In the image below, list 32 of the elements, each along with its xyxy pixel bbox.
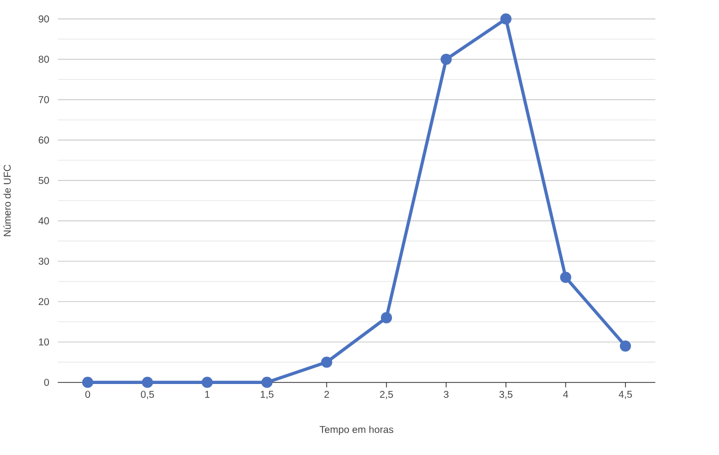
x-tick-label: 0	[85, 390, 90, 398]
y-tick-label: 0	[44, 378, 49, 386]
y-axis-title: Número de UFC	[3, 164, 11, 236]
x-tick-label: 3,5	[499, 390, 512, 400]
y-tick-label: 60	[38, 136, 49, 144]
y-tick-label: 80	[38, 56, 49, 63]
point	[82, 376, 94, 388]
y-tick-label: 70	[38, 96, 49, 104]
point	[560, 272, 572, 283]
point	[142, 376, 154, 388]
point	[380, 312, 392, 324]
point	[500, 13, 512, 24]
x-tick-label: 2,5	[380, 390, 393, 400]
point	[620, 340, 631, 352]
x-tick-label: 0,5	[140, 390, 154, 400]
point	[440, 54, 452, 65]
y-tick-label: 30	[38, 258, 49, 265]
x-tick-label: 3	[444, 390, 449, 398]
point	[261, 376, 273, 388]
x-tick-label: 1	[205, 390, 210, 398]
y-tick-label: 40	[38, 217, 49, 224]
y-tick-label: 20	[38, 298, 49, 306]
x-tick-label: 4,5	[618, 390, 632, 399]
y-tick-label: 90	[38, 15, 49, 22]
x-tick-label: 2	[324, 390, 329, 398]
y-tick-label: 50	[38, 176, 49, 184]
point	[321, 356, 332, 368]
x-axis-title: Tempo em horas	[320, 426, 394, 435]
x-tick-label: 4	[563, 390, 568, 398]
x-tick-label: 1,5	[260, 390, 274, 399]
point	[202, 376, 213, 388]
y-tick-label: 10	[39, 338, 49, 346]
